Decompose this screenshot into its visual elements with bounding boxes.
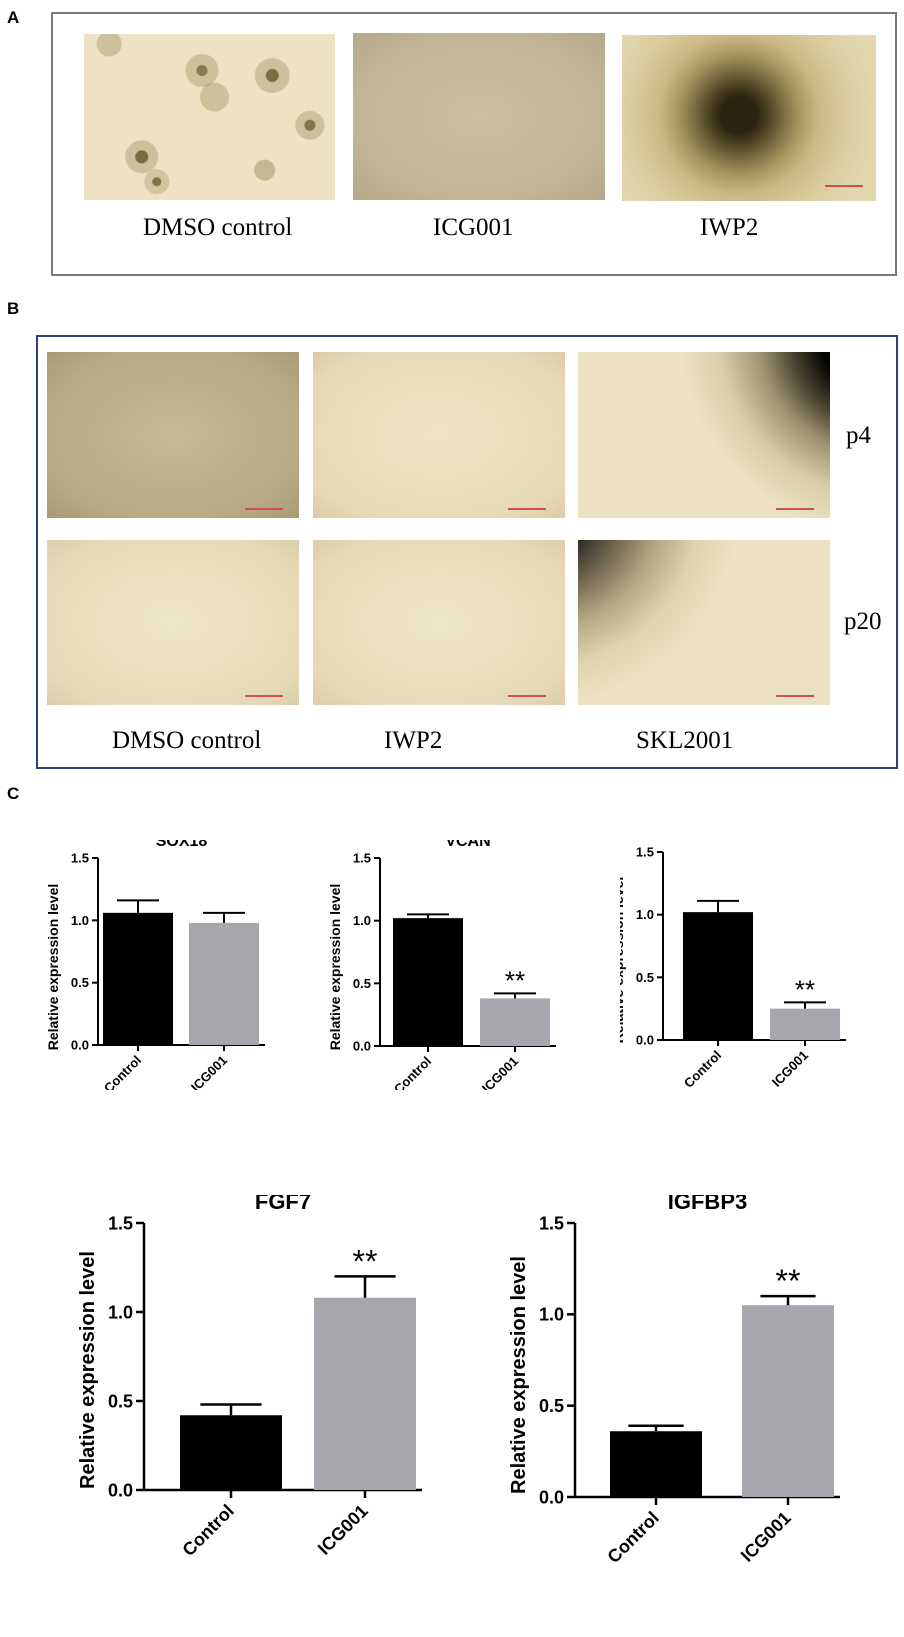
y-tick-label: 1.5	[108, 1213, 133, 1233]
y-tick-label: 0.5	[71, 975, 89, 990]
y-tick-label: 1.5	[353, 851, 371, 866]
y-axis-label: Relative expression level	[45, 884, 61, 1051]
chart-title: VCAN	[445, 840, 490, 850]
chart-vcan: VCAN Relative expression level 0.0 0.5 1.0 1.…	[330, 840, 556, 1090]
chart-title: CRABP2	[722, 840, 788, 844]
micrograph-dmso-p4	[47, 352, 299, 518]
bar-icg001	[742, 1305, 834, 1497]
y-tick-label: 0.0	[108, 1480, 133, 1500]
label-iwp2: IWP2	[700, 214, 759, 241]
chart-title: IGFBP3	[668, 1195, 747, 1214]
significance-marker: **	[795, 974, 815, 1004]
chart-igfbp3: IGFBP3 Relative expression level 0.0 0.5 1.0…	[508, 1195, 840, 1567]
y-tick-label: 0.5	[353, 976, 371, 991]
significance-marker: **	[353, 1243, 378, 1279]
label-dmso-control: DMSO control	[143, 214, 293, 241]
label-icg001: ICG001	[433, 214, 514, 241]
panel-b-frame	[36, 335, 898, 769]
y-tick-label: 1.0	[636, 907, 654, 922]
scale-bar	[776, 695, 814, 697]
micrograph-icg001	[353, 33, 605, 200]
x-tick-label: Control	[178, 1501, 237, 1560]
bar-control	[610, 1431, 702, 1497]
label-dmso-control-b: DMSO control	[112, 727, 262, 754]
y-tick-label: 1.5	[636, 845, 654, 860]
scale-bar	[245, 508, 283, 510]
micrograph-dmso-control	[84, 34, 335, 200]
scale-bar	[825, 185, 863, 187]
row-label-p4: p4	[846, 422, 871, 449]
y-axis-label: Relative expression level	[508, 1256, 530, 1494]
micrograph-iwp2-p4	[313, 352, 565, 518]
row-label-p20: p20	[844, 608, 882, 635]
chart-title: FGF7	[255, 1195, 311, 1214]
y-axis-label: Relative expression level	[620, 877, 626, 1044]
y-tick-label: 0.0	[71, 1038, 89, 1053]
y-tick-label: 0.0	[539, 1487, 564, 1507]
micrograph-iwp2	[622, 35, 876, 201]
chart-title: SOX18	[156, 840, 208, 850]
panel-letter-b: B	[7, 299, 20, 318]
chart-sox18: SOX18 Relative expression level 0.0 0.5 1.0 1…	[45, 840, 265, 1090]
x-tick-label: Control	[681, 1048, 724, 1090]
y-tick-label: 1.0	[539, 1305, 564, 1325]
panel-letter-a: A	[7, 8, 20, 27]
chart-fgf7: FGF7 Relative expression level 0.0 0.5 1.0 1.…	[77, 1195, 422, 1560]
micrograph-skl2001-p20	[578, 540, 830, 705]
y-tick-label: 1.5	[71, 851, 89, 866]
x-tick-label: Control	[603, 1508, 662, 1567]
bar-icg001	[770, 1008, 840, 1040]
scale-bar	[508, 695, 546, 697]
chart-crabp2: CRABP2 Relative expression level 0.0 0.5 1.0…	[620, 840, 846, 1090]
y-axis-label: Relative expression level	[77, 1251, 99, 1489]
scale-bar	[508, 508, 546, 510]
micrograph-skl2001-p4	[578, 352, 830, 518]
y-tick-label: 0.5	[108, 1391, 133, 1411]
x-tick-label: ICG001	[737, 1508, 795, 1566]
y-tick-label: 1.0	[71, 913, 89, 928]
label-iwp2-b: IWP2	[384, 727, 443, 754]
y-tick-label: 1.5	[539, 1213, 564, 1233]
bar-control	[180, 1415, 282, 1490]
bar-control	[103, 912, 173, 1045]
x-tick-label: Control	[391, 1054, 434, 1090]
x-tick-label: ICG001	[769, 1048, 811, 1090]
y-tick-label: 1.0	[353, 913, 371, 928]
y-tick-label: 0.5	[539, 1396, 564, 1416]
y-tick-label: 1.0	[108, 1302, 133, 1322]
micrograph-dmso-p20	[47, 540, 299, 705]
x-tick-label: Control	[101, 1053, 144, 1090]
x-tick-label: ICG001	[479, 1054, 521, 1090]
panel-a-frame	[51, 12, 897, 276]
y-axis-label: Relative expression level	[330, 884, 343, 1051]
y-tick-label: 0.0	[353, 1039, 371, 1054]
significance-marker: **	[776, 1263, 801, 1299]
micrograph-iwp2-p20	[313, 540, 565, 705]
scale-bar	[776, 508, 814, 510]
x-tick-label: ICG001	[188, 1053, 230, 1090]
y-tick-label: 0.0	[636, 1033, 654, 1048]
bar-icg001	[314, 1297, 416, 1490]
bar-control	[683, 912, 753, 1040]
scale-bar	[245, 695, 283, 697]
label-skl2001-b: SKL2001	[636, 727, 734, 754]
y-tick-label: 0.5	[636, 970, 654, 985]
x-tick-label: ICG001	[314, 1501, 372, 1559]
significance-marker: **	[505, 965, 525, 995]
bar-icg001	[480, 998, 550, 1046]
panel-letter-c: C	[7, 784, 20, 803]
bar-control	[393, 918, 463, 1046]
bar-icg001	[189, 922, 259, 1045]
